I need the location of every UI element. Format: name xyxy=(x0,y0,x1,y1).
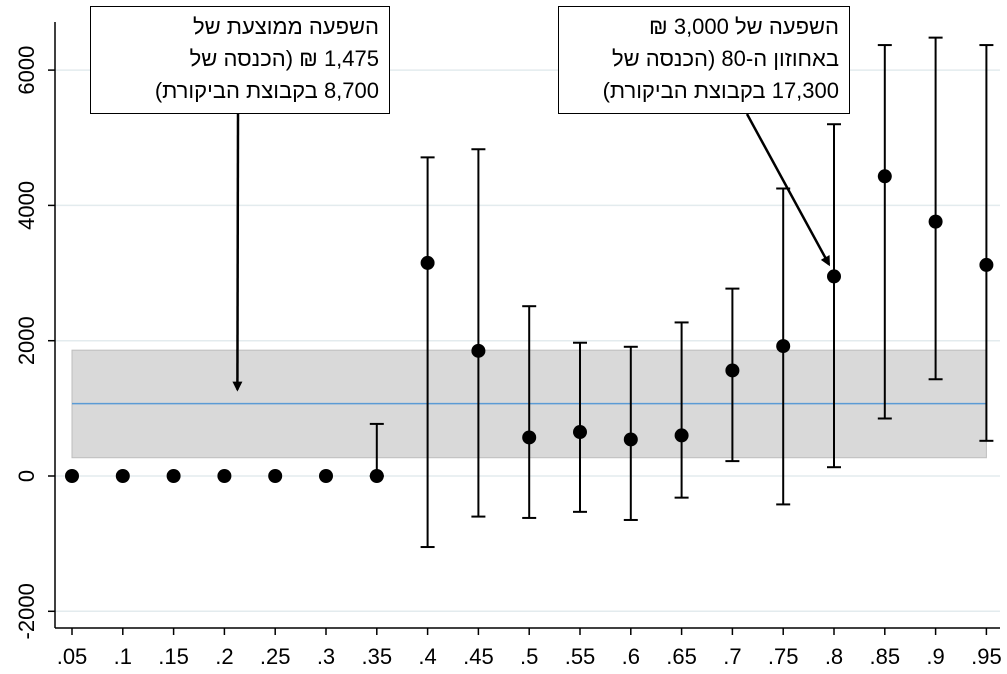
x-tick-label: .85 xyxy=(870,644,901,669)
x-tick-label: .25 xyxy=(260,644,291,669)
data-point xyxy=(928,214,943,229)
data-point xyxy=(217,469,232,483)
data-point xyxy=(827,269,841,284)
x-tick-label: .9 xyxy=(926,644,944,669)
y-tick-label: -2000 xyxy=(14,583,39,639)
x-tick-label: .3 xyxy=(317,644,335,669)
data-point xyxy=(877,169,892,184)
annotation-arrow-layer xyxy=(232,113,831,392)
y-tick-label: 0 xyxy=(14,470,39,482)
annotation-line: השפעה של 3,000 ₪ xyxy=(649,14,839,39)
x-tick-label: .55 xyxy=(565,644,596,669)
data-point xyxy=(115,469,130,483)
data-point xyxy=(65,469,79,483)
annotation-line: 17,300 בקבוצת הביקורת) xyxy=(602,78,839,103)
annotation-line: 1,475 ₪ (הכנסה של xyxy=(189,46,379,71)
x-tick-label: .1 xyxy=(114,644,132,669)
x-tick-label: .8 xyxy=(825,644,843,669)
y-tick-label: 4000 xyxy=(14,181,39,230)
data-point xyxy=(573,425,587,440)
x-tick-label: .65 xyxy=(666,644,697,669)
annotation-box-p80-effect: השפעה של 3,000 ₪ באחוזון ה-80 (הכנסה של … xyxy=(558,6,850,114)
annotation-line: 8,700 בקבוצת הביקורת) xyxy=(154,78,379,103)
y-tick-label: 2000 xyxy=(14,316,39,365)
x-tick-label: .35 xyxy=(362,644,393,669)
data-point xyxy=(268,469,283,483)
data-point xyxy=(319,469,333,483)
x-tick-label: .4 xyxy=(418,644,436,669)
data-point xyxy=(471,343,486,358)
x-tick-label: .05 xyxy=(57,644,88,669)
x-tick-label: .6 xyxy=(622,644,640,669)
data-point xyxy=(776,339,791,354)
data-point xyxy=(674,428,689,443)
axis-layer: -2000 0 2000 4000 6000 .05 .1 .15 .2 .25 .3 .35 .4 .4… xyxy=(14,22,1002,669)
annotation-arrow xyxy=(745,113,831,267)
annotation-line: באחוזון ה-80 (הכנסה של xyxy=(611,46,839,71)
point-layer xyxy=(65,169,994,483)
annotation-arrow xyxy=(232,113,243,392)
x-tick-label: .45 xyxy=(463,644,494,669)
x-tick-label: .95 xyxy=(971,644,1002,669)
data-point xyxy=(420,255,435,270)
x-tick-label: .5 xyxy=(520,644,538,669)
annotation-line: השפעה ממוצעת של xyxy=(192,14,379,39)
y-tick-label: 6000 xyxy=(14,46,39,95)
x-tick-label: .15 xyxy=(158,644,189,669)
data-point xyxy=(623,432,638,447)
data-point xyxy=(369,469,384,483)
x-tick-label: .2 xyxy=(215,644,233,669)
x-tick-label: .7 xyxy=(723,644,741,669)
data-point xyxy=(725,363,740,378)
annotation-box-average-effect: השפעה ממוצעת של 1,475 ₪ (הכנסה של 8,700 … xyxy=(90,6,390,114)
data-point xyxy=(979,257,994,272)
x-tick-label: .75 xyxy=(768,644,799,669)
data-point xyxy=(522,430,537,445)
data-point xyxy=(166,469,181,483)
